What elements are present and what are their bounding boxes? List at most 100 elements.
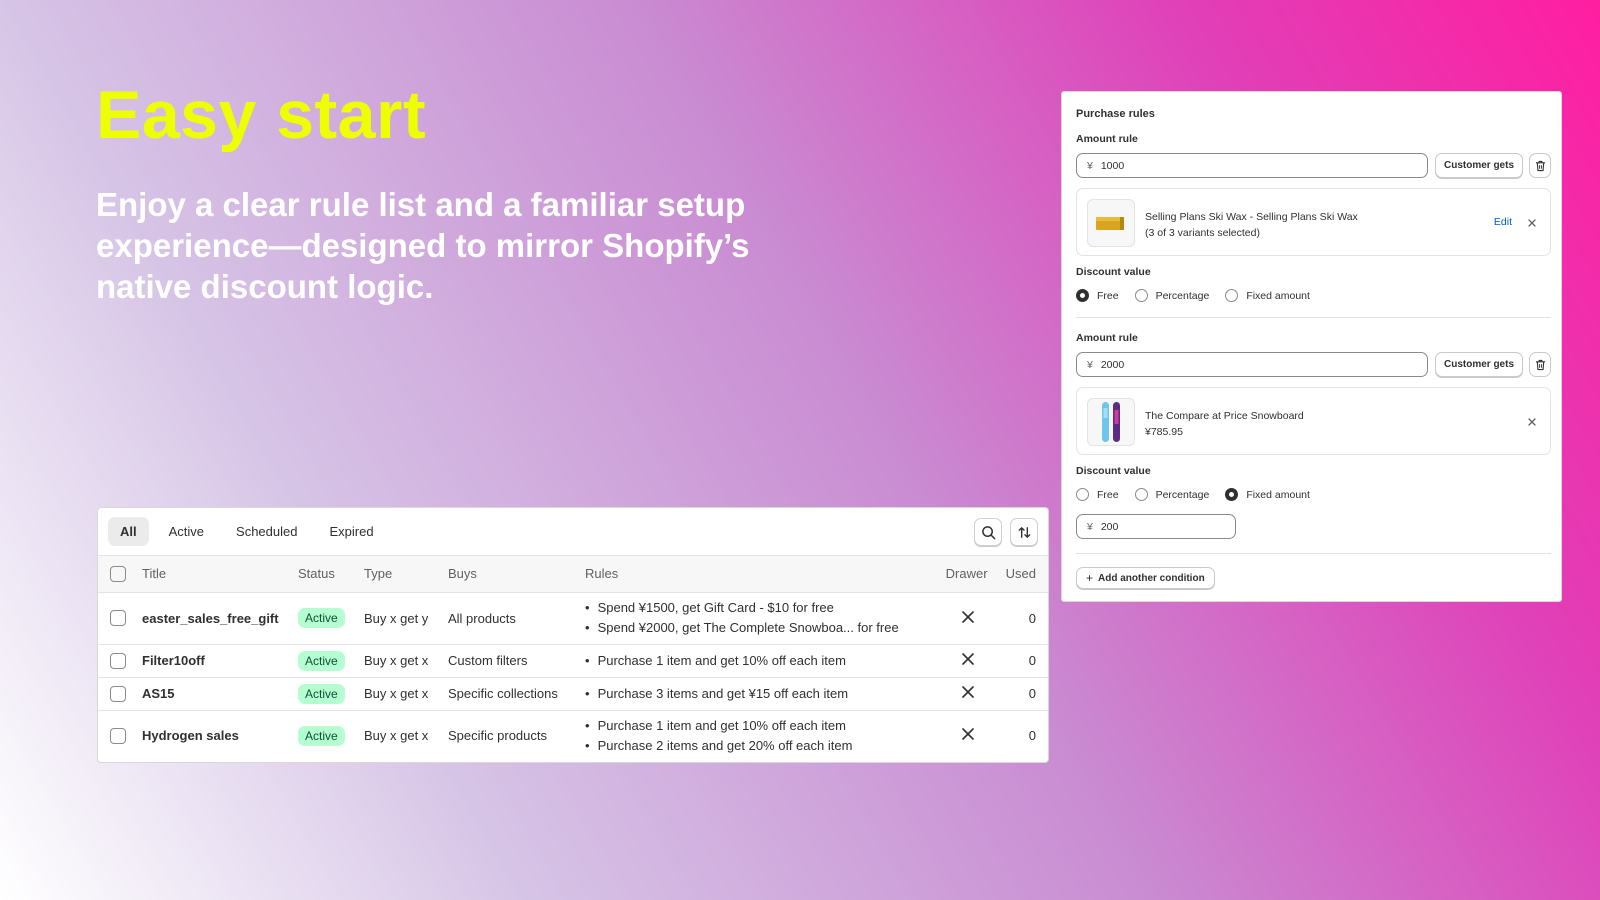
search-button[interactable]: [974, 518, 1002, 546]
discount-value-label: Discount value: [1076, 266, 1151, 278]
col-used: Used: [997, 556, 1048, 593]
status-badge: Active: [298, 650, 345, 671]
table-row[interactable]: AS15 Active Buy x get x Specific collect…: [98, 677, 1048, 711]
table-row[interactable]: easter_sales_free_gift Active Buy x get …: [98, 592, 1048, 645]
rule-item: Spend ¥1500, get Gift Card - $10 for fre…: [585, 598, 930, 618]
row-buys: Custom filters: [440, 644, 577, 678]
rule-item: Purchase 1 item and get 10% off each ite…: [585, 651, 930, 671]
row-type: Buy x get y: [356, 592, 440, 645]
close-icon: [961, 728, 974, 741]
status-badge: Active: [298, 725, 345, 746]
select-all-checkbox[interactable]: [110, 566, 126, 583]
rule-item: Purchase 1 item and get 10% off each ite…: [585, 716, 930, 736]
col-title: Title: [134, 556, 290, 593]
currency-prefix: ¥: [1087, 520, 1093, 533]
row-title[interactable]: Filter10off: [134, 644, 290, 678]
tab-all[interactable]: All: [108, 517, 149, 546]
row-buys: Specific collections: [440, 677, 577, 711]
remove-product-button[interactable]: [1528, 415, 1536, 429]
edit-link[interactable]: Edit: [1493, 216, 1512, 228]
row-checkbox[interactable]: [110, 685, 126, 702]
remove-product-button[interactable]: [1528, 216, 1536, 230]
amount-rule-label: Amount rule: [1076, 332, 1138, 344]
row-checkbox[interactable]: [110, 728, 126, 745]
sort-icon: [1018, 526, 1030, 538]
product-thumbnail: [1087, 199, 1135, 247]
amount-input[interactable]: ¥ 2000: [1076, 352, 1428, 377]
table-row[interactable]: Filter10off Active Buy x get x Custom fi…: [98, 644, 1048, 678]
row-buys: All products: [440, 592, 577, 645]
radio-percentage[interactable]: Percentage: [1134, 488, 1209, 501]
discount-type-group: Free Percentage Fixed amount: [1076, 488, 1326, 501]
filter-tabs: All Active Scheduled Expired: [98, 508, 1048, 556]
product-thumbnail: [1087, 398, 1135, 446]
add-condition-button[interactable]: + Add another condition: [1076, 567, 1215, 589]
amount-value: 1000: [1100, 159, 1125, 172]
product-price: ¥785.95: [1145, 426, 1183, 438]
currency-prefix: ¥: [1087, 159, 1093, 172]
rule-item: Purchase 2 items and get 20% off each it…: [585, 736, 930, 756]
amount-input[interactable]: ¥ 1000: [1076, 153, 1428, 178]
col-buys: Buys: [440, 556, 577, 593]
trash-icon: [1535, 359, 1545, 370]
status-badge: Active: [298, 608, 345, 628]
row-type: Buy x get x: [356, 644, 440, 678]
row-checkbox[interactable]: [110, 610, 126, 627]
tab-active[interactable]: Active: [168, 524, 205, 539]
tab-scheduled[interactable]: Scheduled: [236, 524, 298, 539]
col-rules: Rules: [577, 556, 938, 593]
product-name: The Compare at Price Snowboard: [1145, 410, 1304, 422]
plus-icon: +: [1086, 571, 1094, 585]
col-type: Type: [356, 556, 440, 593]
purchase-rules-card: Purchase rules Amount rule ¥ 1000 Custom…: [1061, 91, 1562, 602]
row-used: 0: [997, 592, 1048, 645]
product-item: Selling Plans Ski Wax - Selling Plans Sk…: [1076, 188, 1551, 256]
row-title[interactable]: Hydrogen sales: [142, 728, 239, 744]
sort-button[interactable]: [1010, 518, 1038, 546]
amount-value: 2000: [1100, 358, 1125, 371]
row-type: Buy x get x: [364, 728, 429, 744]
trash-icon: [1535, 160, 1545, 171]
radio-free[interactable]: Free: [1076, 289, 1119, 302]
purchase-rules-title: Purchase rules: [1076, 108, 1155, 120]
row-type: Buy x get x: [356, 677, 440, 711]
radio-percentage[interactable]: Percentage: [1134, 289, 1209, 302]
col-status: Status: [290, 556, 356, 593]
close-icon: [1528, 418, 1536, 426]
product-item: The Compare at Price Snowboard ¥785.95: [1076, 387, 1551, 455]
close-icon: [1528, 219, 1536, 227]
delete-rule-button[interactable]: [1529, 352, 1551, 377]
product-variants: (3 of 3 variants selected): [1145, 227, 1260, 239]
row-used: 0: [997, 677, 1048, 711]
radio-fixed-amount[interactable]: Fixed amount: [1225, 289, 1310, 302]
divider: [1076, 553, 1551, 554]
radio-fixed-amount[interactable]: Fixed amount: [1225, 488, 1310, 501]
status-badge: Active: [298, 683, 345, 704]
close-icon: [961, 610, 974, 623]
tab-expired[interactable]: Expired: [329, 524, 374, 539]
amount-rule-label: Amount rule: [1076, 133, 1138, 145]
customer-gets-button[interactable]: Customer gets: [1435, 153, 1523, 178]
discount-type-group: Free Percentage Fixed amount: [1076, 289, 1326, 302]
divider: [1076, 317, 1551, 318]
col-drawer: Drawer: [937, 556, 998, 593]
snowboard-image: [1102, 402, 1120, 442]
rule-list-card: All Active Scheduled Expired Title: [97, 507, 1049, 763]
radio-free[interactable]: Free: [1076, 488, 1119, 501]
table-row[interactable]: Hydrogen sales Active Buy x get x Specif…: [98, 710, 1048, 761]
row-checkbox[interactable]: [110, 652, 126, 669]
search-icon: [981, 525, 995, 539]
row-used: 0: [997, 644, 1048, 678]
row-title[interactable]: easter_sales_free_gift: [134, 592, 290, 645]
customer-gets-button[interactable]: Customer gets: [1435, 352, 1523, 377]
product-name: Selling Plans Ski Wax - Selling Plans Sk…: [1145, 211, 1358, 223]
row-used: 0: [1028, 728, 1036, 744]
rule-table: Title Status Type Buys Rules Drawer Used…: [98, 556, 1048, 761]
fixed-amount-input[interactable]: ¥ 200: [1076, 514, 1236, 539]
close-icon: [961, 686, 974, 698]
row-title[interactable]: AS15: [134, 677, 290, 711]
currency-prefix: ¥: [1087, 358, 1093, 371]
delete-rule-button[interactable]: [1529, 153, 1551, 178]
hero-title: Easy start: [96, 77, 427, 153]
hero-subtitle: Enjoy a clear rule list and a familiar s…: [96, 186, 750, 305]
